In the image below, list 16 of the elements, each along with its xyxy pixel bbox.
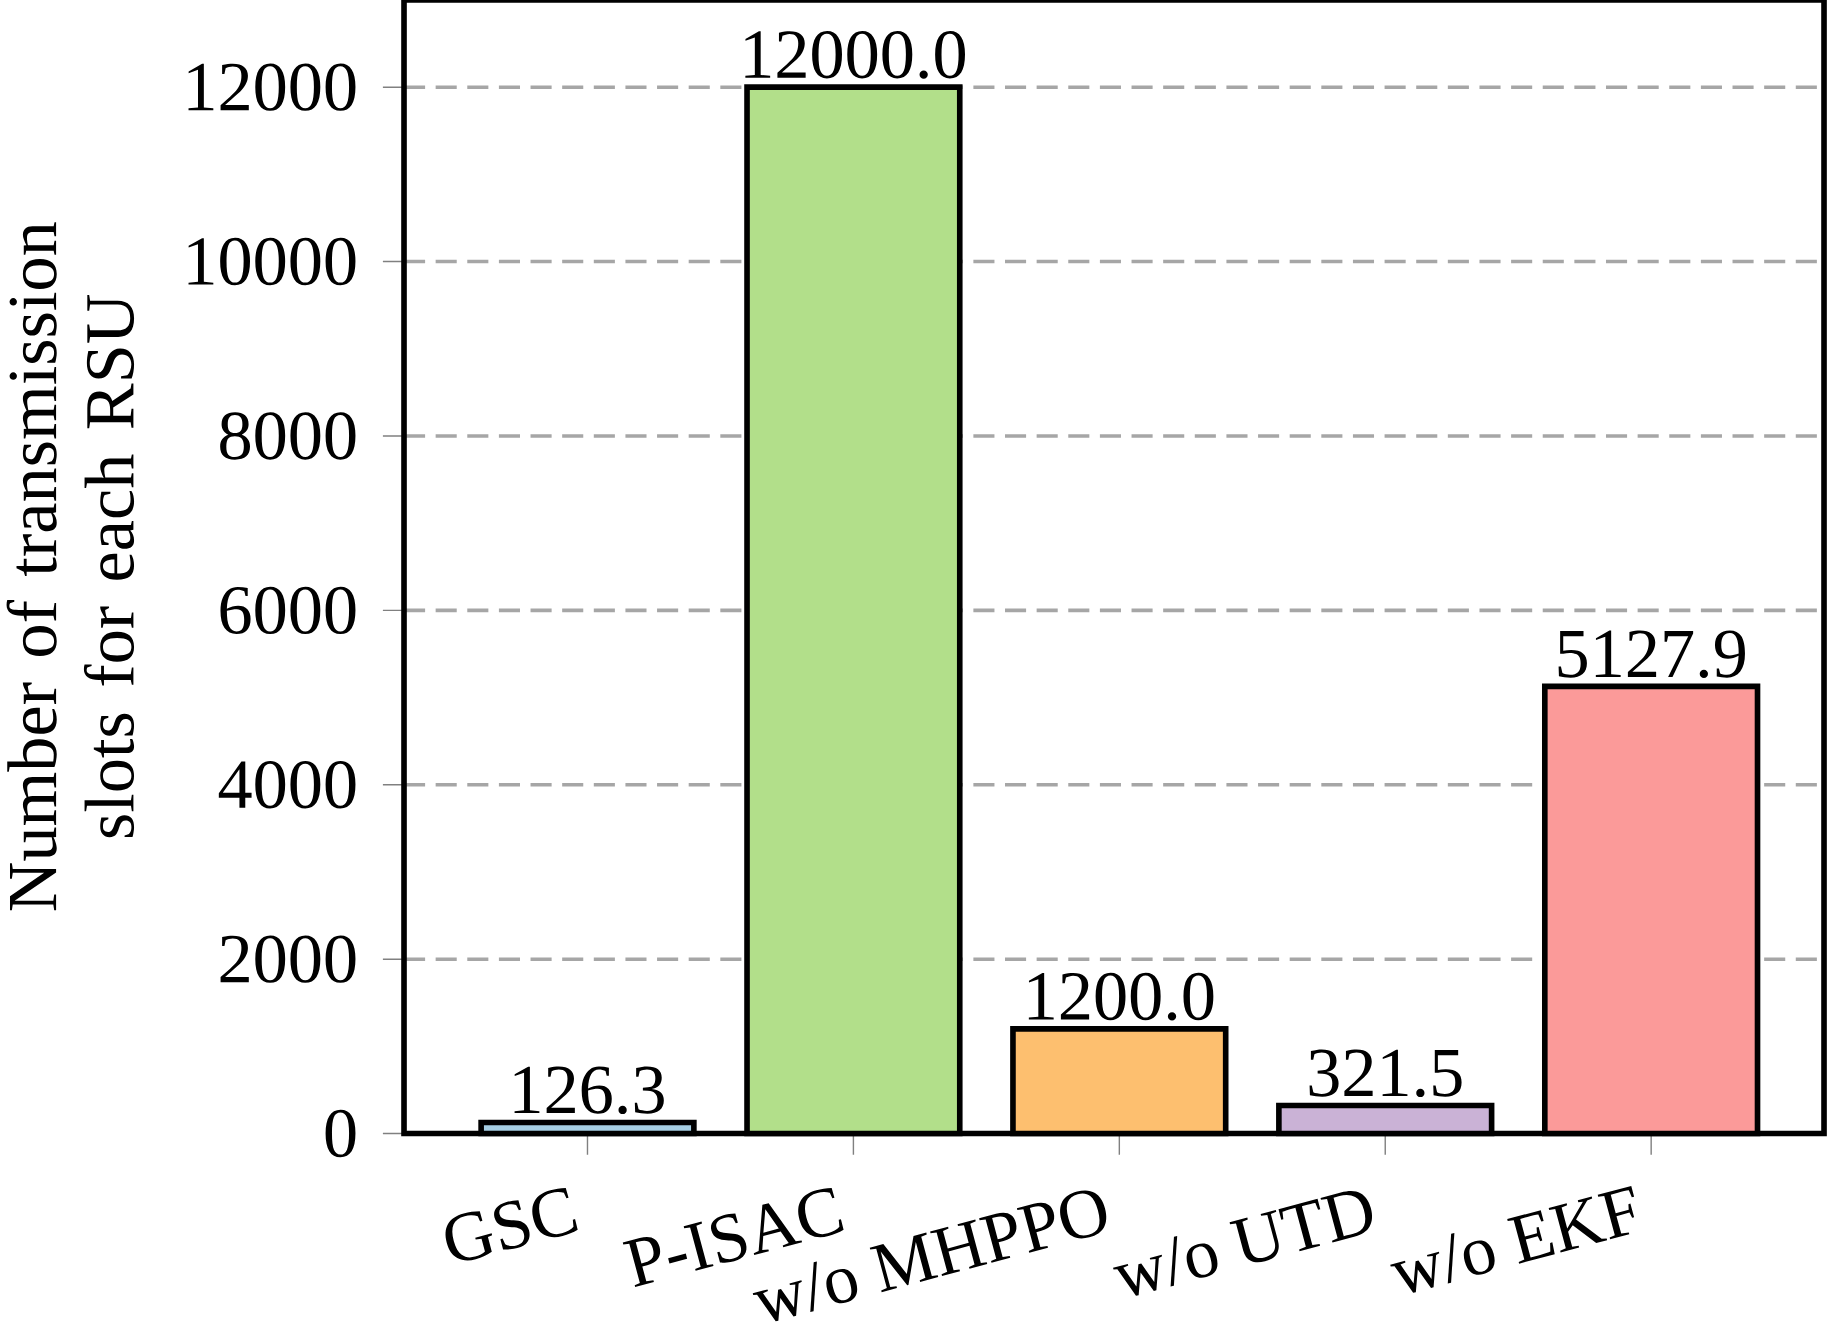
x-tick-label: w/o EKF (1390, 1185, 1635, 1293)
x-tick-label: GSC (445, 1187, 578, 1261)
y-tick-label: 2000 (220, 935, 356, 983)
y-tick-label: 10000 (188, 237, 356, 286)
data-label: 12000.0 (745, 31, 965, 79)
data-label: 1200.0 (1028, 972, 1214, 1021)
data-label: 321.5 (1309, 1049, 1462, 1098)
y-axis-title: Number of transmission slots for each RSU (6, 222, 135, 911)
y-tick-label: 0 (325, 1109, 356, 1158)
x-tick-label: w/o UTD (1113, 1191, 1373, 1296)
y-tick-label: 8000 (220, 412, 356, 460)
y-tick-label: 12000 (188, 63, 356, 111)
data-label: 126.3 (514, 1066, 664, 1115)
data-label: 5127.9 (1558, 630, 1745, 678)
y-tick-label: 6000 (220, 586, 356, 635)
y-tick-label: 4000 (218, 761, 356, 809)
